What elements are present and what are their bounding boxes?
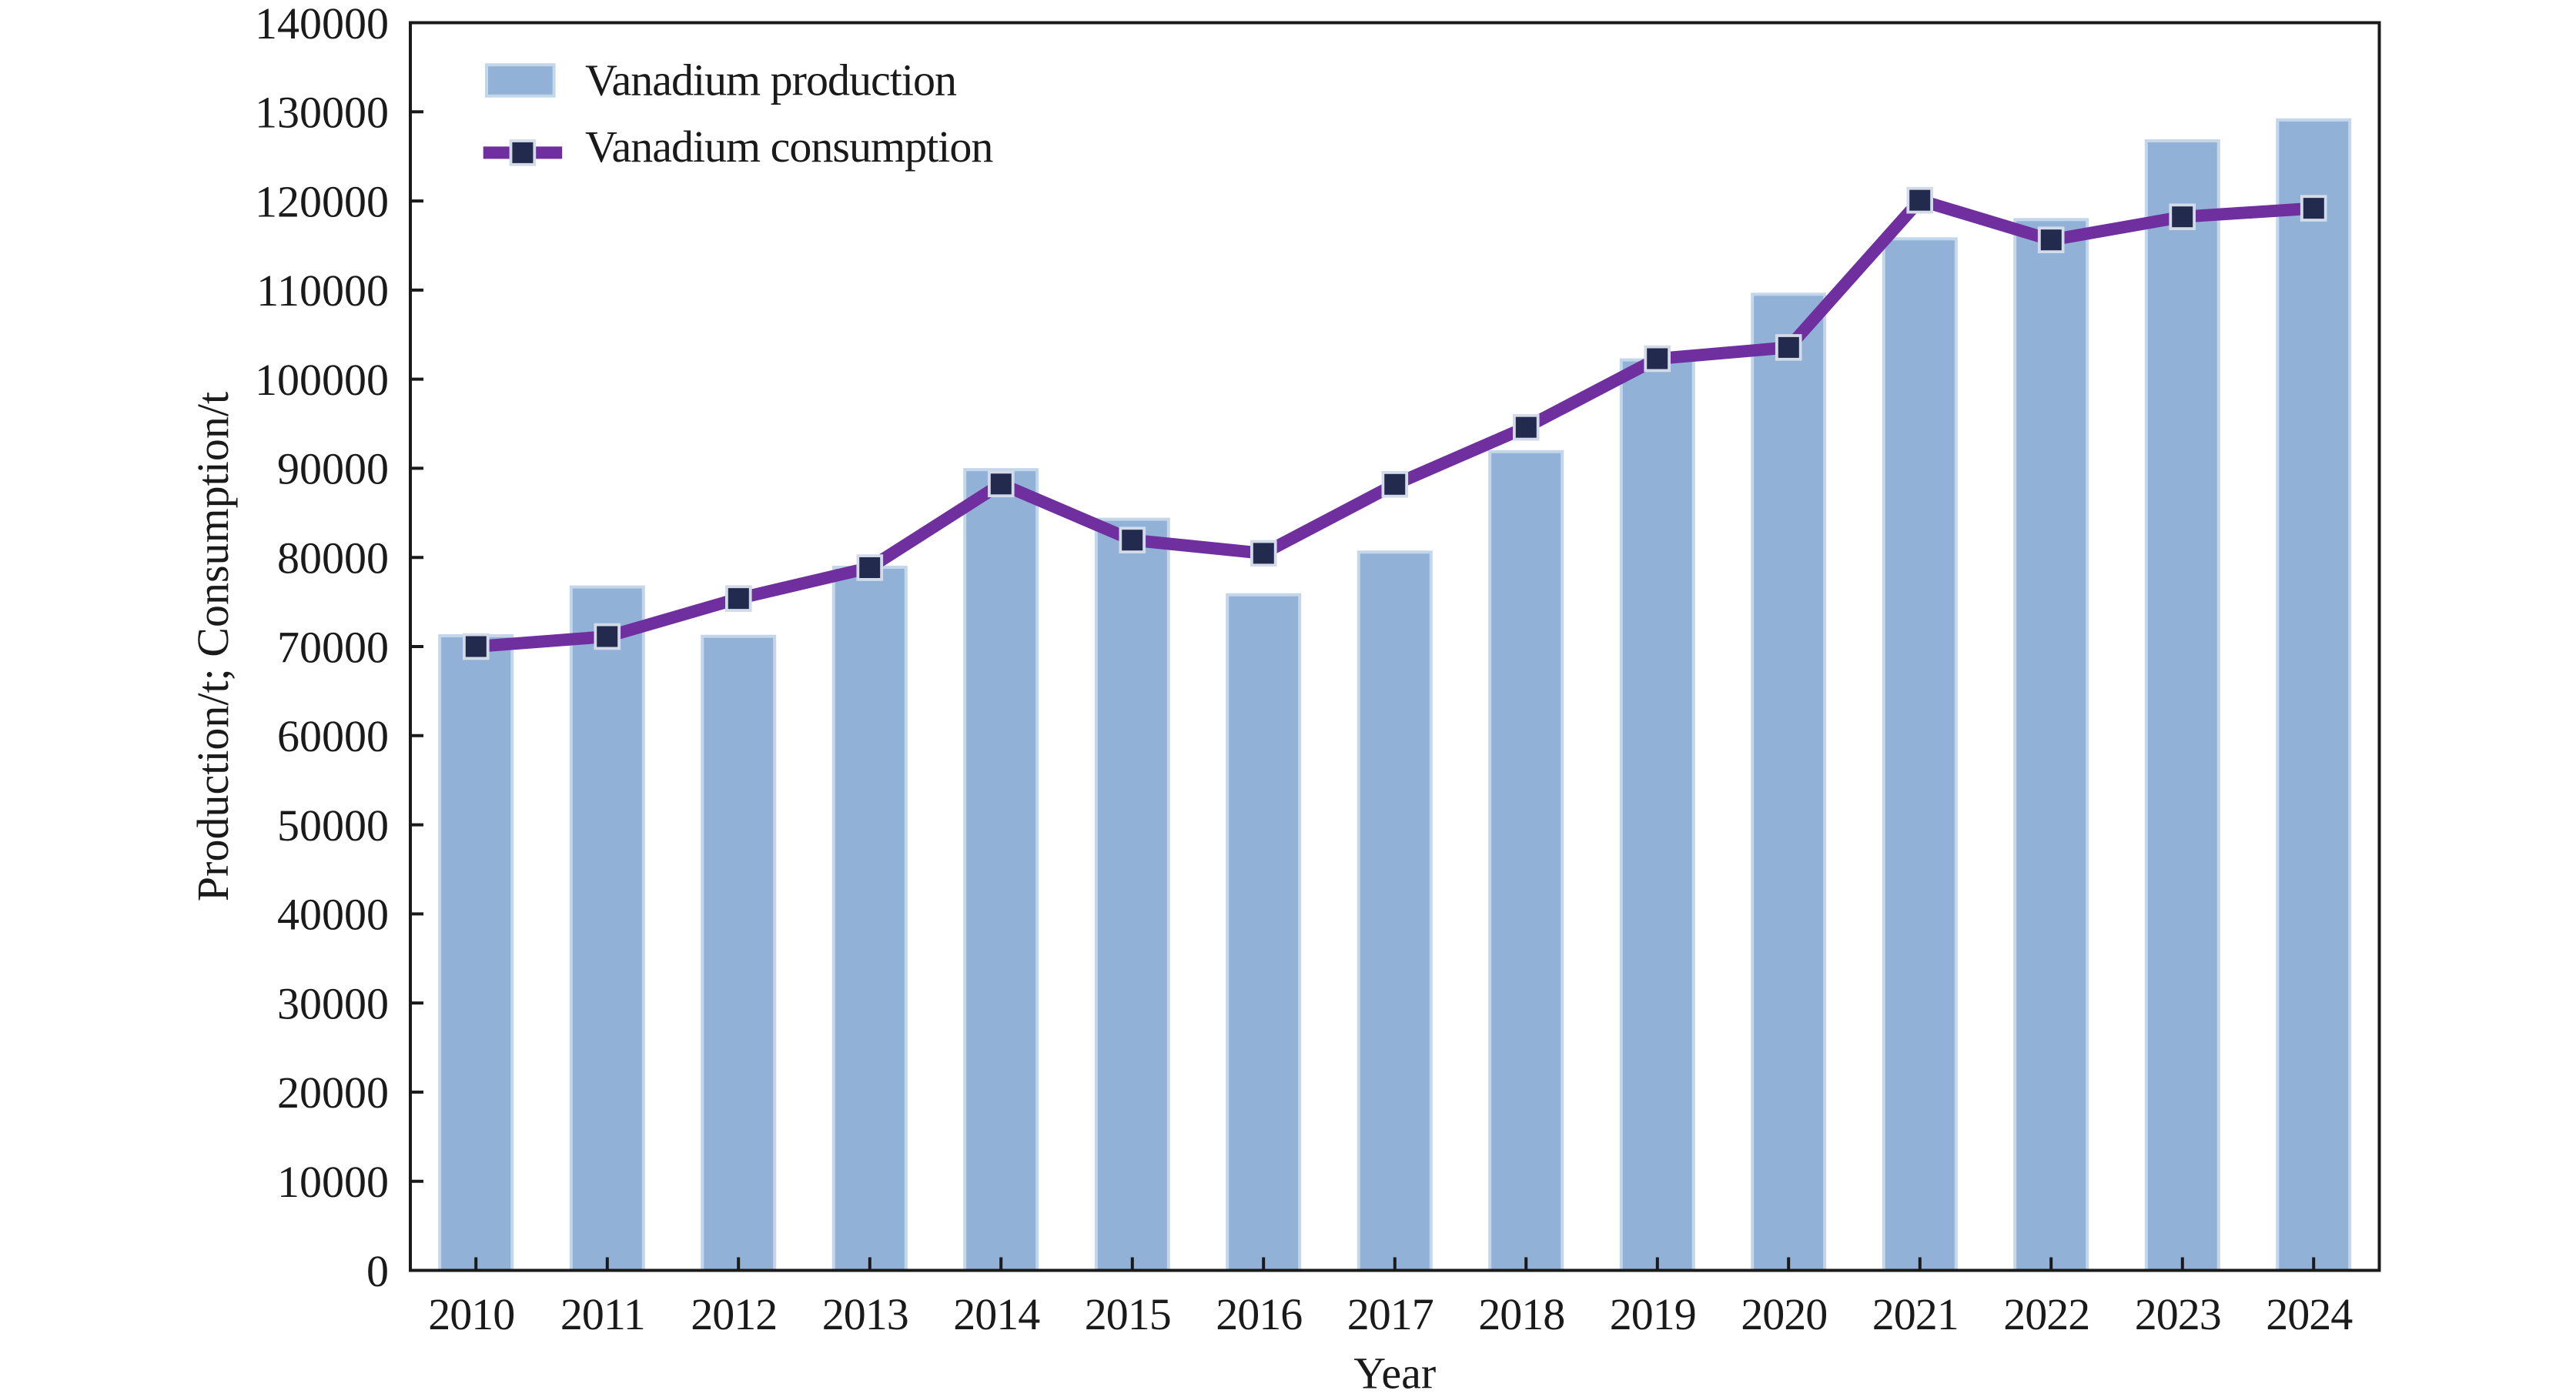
svg-text:2023: 2023 (2135, 1289, 2221, 1339)
svg-text:130000: 130000 (255, 88, 389, 138)
svg-text:Year: Year (1353, 1348, 1436, 1397)
svg-text:40000: 40000 (277, 890, 389, 940)
svg-text:2024: 2024 (2266, 1289, 2353, 1339)
svg-text:2011: 2011 (560, 1289, 645, 1339)
svg-text:2022: 2022 (2003, 1289, 2089, 1339)
svg-text:Vanadium production: Vanadium production (585, 55, 957, 105)
svg-text:10000: 10000 (277, 1157, 389, 1207)
svg-text:100000: 100000 (255, 355, 389, 405)
svg-text:80000: 80000 (277, 533, 389, 583)
svg-text:2010: 2010 (428, 1289, 514, 1339)
svg-text:90000: 90000 (277, 444, 389, 494)
svg-text:2015: 2015 (1085, 1289, 1171, 1339)
svg-text:60000: 60000 (277, 711, 389, 761)
svg-text:0: 0 (366, 1246, 389, 1296)
svg-text:Production/t; Consumption/t: Production/t; Consumption/t (188, 392, 238, 901)
svg-text:2013: 2013 (822, 1289, 908, 1339)
svg-text:2012: 2012 (691, 1289, 777, 1339)
svg-text:120000: 120000 (255, 176, 389, 226)
svg-text:2018: 2018 (1478, 1289, 1564, 1339)
svg-text:2019: 2019 (1610, 1289, 1696, 1339)
svg-text:2016: 2016 (1216, 1289, 1302, 1339)
svg-text:140000: 140000 (255, 0, 389, 48)
svg-text:110000: 110000 (256, 266, 389, 316)
svg-text:2014: 2014 (953, 1289, 1040, 1339)
svg-text:20000: 20000 (277, 1068, 389, 1118)
svg-text:2021: 2021 (1872, 1289, 1959, 1339)
svg-text:2020: 2020 (1741, 1289, 1827, 1339)
svg-text:Vanadium consumption: Vanadium consumption (585, 122, 993, 172)
svg-text:70000: 70000 (277, 622, 389, 672)
svg-text:2017: 2017 (1347, 1289, 1434, 1339)
svg-text:30000: 30000 (277, 978, 389, 1028)
svg-text:50000: 50000 (277, 800, 389, 851)
